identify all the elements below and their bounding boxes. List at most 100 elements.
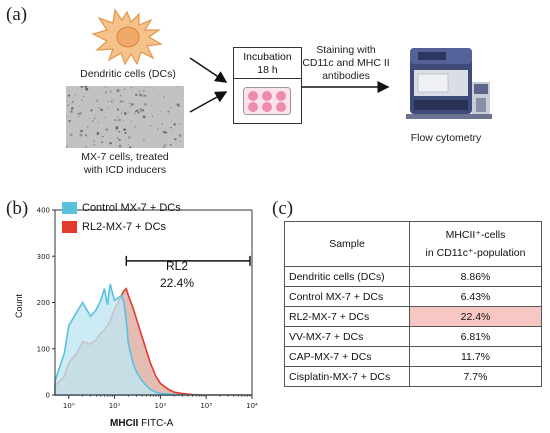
cell-speck (115, 126, 119, 130)
header-value-line2: in CD11c⁺-population (425, 247, 526, 259)
legend-label-rl2: RL2-MX-7 + DCs (82, 221, 167, 233)
cell-speck (160, 111, 162, 112)
cell-speck (169, 143, 172, 146)
cell-speck (80, 129, 83, 132)
x-tick-label: 10² (155, 402, 167, 410)
x-tick-label: 10¹ (109, 402, 121, 410)
y-axis-label: Count (14, 293, 24, 319)
cell-speck (109, 141, 112, 145)
mx7-label-line2: with ICD inducers (83, 164, 167, 176)
legend-label-control: Control MX-7 + DCs (82, 202, 181, 214)
cell-speck (76, 112, 80, 116)
cell-speck (122, 100, 125, 103)
cell-speck (176, 103, 180, 107)
cell-speck (163, 131, 166, 134)
cell-speck (128, 136, 131, 139)
cell-speck (118, 118, 122, 122)
cell-speck (123, 112, 127, 115)
cell-speck (171, 120, 172, 122)
cell-speck (84, 86, 88, 88)
cell-speck (120, 112, 123, 115)
cell-speck (95, 114, 97, 116)
cell-speck (116, 108, 119, 111)
cell-speck (109, 90, 112, 93)
cell-speck (67, 104, 70, 107)
arrow-dc-to-incubation (189, 57, 228, 83)
cell-speck (66, 115, 67, 118)
cell-speck (161, 123, 164, 126)
cell-speck (138, 91, 140, 93)
legend-item-rl2: RL2-MX-7 + DCs (62, 221, 166, 233)
cell-speck (112, 98, 115, 101)
row-value: 8.86% (409, 266, 542, 287)
x-axis-label: MHCII FITC-A (110, 418, 173, 429)
cell-speck (144, 94, 147, 97)
results-table: Sample MHCII⁺-cells in CD11c⁺-population… (284, 221, 542, 387)
cell-speck (123, 120, 125, 122)
table-row: CAP-MX-7 + DCs 11.7% (284, 346, 542, 367)
staining-line2: CD11c and MHC II (302, 57, 390, 69)
cell-speck (127, 144, 129, 145)
cell-speck (78, 105, 80, 107)
cell-speck (87, 104, 89, 106)
cell-speck (85, 87, 89, 91)
cell-speck (163, 96, 165, 98)
cell-speck (142, 94, 145, 97)
cell-speck (66, 145, 68, 148)
x-tick-label: 10⁴ (246, 402, 258, 410)
cell-speck (117, 116, 119, 118)
row-value: 6.43% (409, 286, 542, 307)
table-row: Dendritic cells (DCs) 8.86% (284, 266, 542, 287)
cell-speck (124, 131, 127, 135)
cell-speck (68, 119, 71, 123)
row-sample: Cisplatin-MX-7 + DCs (284, 366, 410, 387)
y-tick-label: 300 (37, 253, 50, 261)
dc-label: Dendritic cells (DCs) (80, 68, 176, 80)
row-sample: Control MX-7 + DCs (284, 286, 410, 307)
cell-speck (112, 103, 114, 104)
cell-speck (123, 88, 126, 90)
cell-speck (170, 126, 172, 129)
cell-speck (167, 110, 170, 113)
cell-speck (139, 108, 142, 110)
cell-speck (101, 135, 104, 138)
cell-speck (118, 144, 122, 148)
cell-speck (142, 115, 146, 119)
gate-name: RL2 (166, 259, 189, 273)
x-axis-label-marker: MHCII (110, 418, 139, 429)
cell-speck (134, 126, 137, 128)
cell-speck (88, 117, 91, 120)
cell-speck (97, 107, 100, 109)
cell-speck (93, 139, 96, 142)
legend-swatch-rl2 (62, 221, 77, 233)
cell-speck (170, 106, 172, 109)
cell-speck (104, 117, 106, 119)
cell-speck (79, 133, 83, 137)
cell-speck (174, 138, 177, 141)
cell-speck (67, 100, 69, 102)
cell-speck (162, 145, 166, 148)
header-sample: Sample (284, 221, 410, 267)
cell-speck (131, 120, 133, 122)
gate-value: 22.4% (160, 276, 195, 290)
cell-speck (118, 131, 121, 133)
x-tick-label: 10⁰ (63, 402, 75, 410)
y-tick-label: 200 (37, 299, 50, 307)
flow-cytometer-icon (406, 48, 492, 119)
row-sample: VV-MX-7 + DCs (284, 326, 410, 347)
cell-speck (93, 117, 96, 120)
x-tick-label: 10³ (200, 402, 212, 410)
header-value: MHCII⁺-cells in CD11c⁺-population (409, 221, 542, 267)
y-tick-label: 0 (46, 392, 50, 400)
cell-speck (85, 87, 87, 89)
cell-speck (128, 102, 131, 105)
cell-speck (104, 87, 106, 89)
cell-speck (137, 111, 140, 114)
cell-speck (75, 94, 77, 96)
cell-speck (121, 111, 123, 113)
cell-speck (91, 120, 94, 123)
row-value: 6.81% (409, 326, 542, 347)
panel-label-a: (a) (6, 4, 28, 25)
cell-speck (138, 90, 141, 93)
cell-speck (67, 94, 71, 97)
